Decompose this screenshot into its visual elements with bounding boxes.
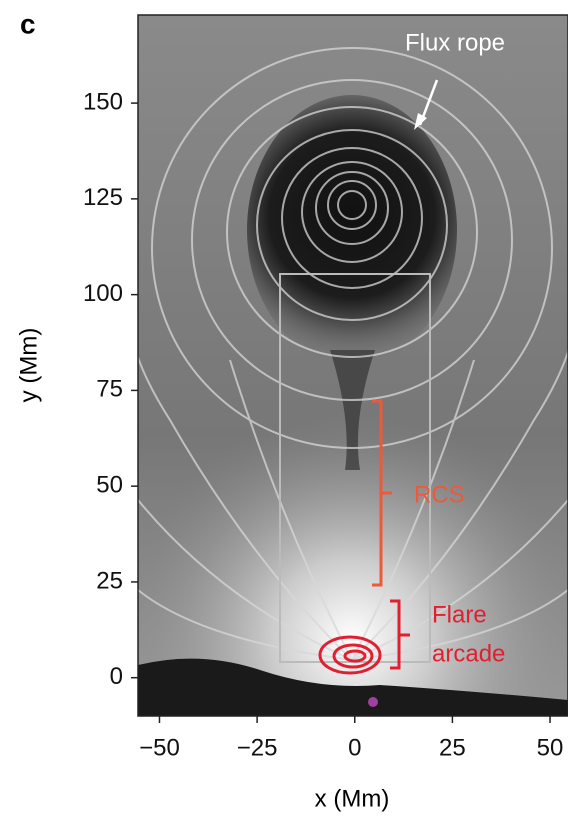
y-tick-label: 100 xyxy=(83,280,123,307)
x-tick-label: 25 xyxy=(439,734,466,761)
x-tick-label: 0 xyxy=(348,734,361,761)
y-tick-label: 0 xyxy=(110,663,123,690)
image xyxy=(130,15,568,716)
x-tick-label: −50 xyxy=(139,734,180,761)
flare-label: arcade xyxy=(432,640,505,667)
panel-label: c xyxy=(20,8,36,39)
figure: c Flux rope RCS Flare arcade x (Mm) y (M… xyxy=(0,0,568,816)
flux-rope-label: Flux rope xyxy=(405,29,505,56)
y-tick-label: 50 xyxy=(96,472,123,499)
y-tick-label: 150 xyxy=(83,88,123,115)
x-axis-label: x (Mm) xyxy=(315,785,390,812)
rcs-label: RCS xyxy=(414,481,465,508)
y-tick-label: 125 xyxy=(83,184,123,211)
x-tick-label: 50 xyxy=(537,734,564,761)
y-tick-label: 75 xyxy=(96,376,123,403)
flare-label: Flare xyxy=(432,601,487,628)
y-tick-label: 25 xyxy=(96,567,123,594)
x-tick-label: −25 xyxy=(237,734,278,761)
y-axis-label: y (Mm) xyxy=(15,328,42,403)
